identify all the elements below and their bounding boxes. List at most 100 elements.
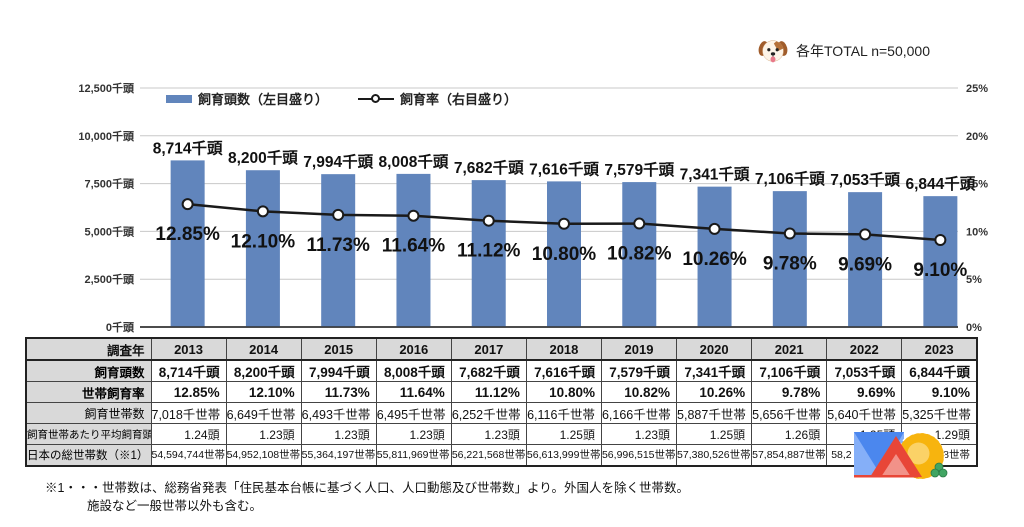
table-row: 飼育頭数 8,714千頭 8,200千頭 7,994千頭 8,008千頭 7,682千頭 7… xyxy=(25,359,978,382)
footnote: ※1・・・世帯数は、総務省発表「住民基本台帳に基づく人口、人口動態及び世帯数」よ… xyxy=(45,479,689,515)
table-cell: 7,616千頭 xyxy=(525,359,602,382)
table-cell: 11.12% xyxy=(450,381,527,403)
table-cell: 1.23頭 xyxy=(450,423,527,445)
table-cell: 7,341千頭 xyxy=(676,359,753,382)
table-cell: 5,887千世帯 xyxy=(676,402,753,424)
year-header-cell: 2013 xyxy=(150,337,227,361)
table-cell: 1.23頭 xyxy=(375,423,452,445)
table-cell: 10.82% xyxy=(600,381,678,403)
line-marker xyxy=(181,198,194,211)
row-label: 飼育世帯あたり平均飼育頭数 xyxy=(25,423,152,445)
bar-value-label: 8,714千頭 xyxy=(153,139,223,157)
table-cell: 6,495千世帯 xyxy=(375,402,452,424)
table-row: 世帯飼育率 12.85% 12.10% 11.73% 11.64% 11.12% 10.80… xyxy=(25,381,978,403)
table-cell: 9.10% xyxy=(901,381,978,403)
year-header-cell: 2017 xyxy=(450,337,527,361)
bar-value-label: 7,106千頭 xyxy=(755,170,825,188)
table-cell: 56,221,568世帯 xyxy=(450,444,527,466)
chart-legend: 飼育頭数（左目盛り） 飼育率（右目盛り） xyxy=(166,89,517,108)
table-cell: 5,325千世帯 xyxy=(901,402,978,424)
rate-value-label: 9.69% xyxy=(838,254,892,275)
watermark-logo-icon xyxy=(854,431,948,481)
year-header-cell: 2015 xyxy=(300,337,377,361)
table-cell: 1.25頭 xyxy=(676,423,753,445)
left-axis-tick: 5,000千頭 xyxy=(84,224,135,238)
year-header-cell: 2023 xyxy=(901,337,978,361)
bar-value-label: 7,994千頭 xyxy=(303,153,373,171)
households-table: 調査年 2013 2014 2015 2016 2017 2018 2019 2020 2021… xyxy=(25,337,978,467)
table-cell: 6,252千世帯 xyxy=(450,402,527,424)
table-cell: 12.10% xyxy=(225,381,302,403)
bar-value-label: 8,200千頭 xyxy=(228,149,298,167)
table-cell: 9.69% xyxy=(826,381,903,403)
table-cell: 1.23頭 xyxy=(225,423,302,445)
table-cell: 57,380,526世帯 xyxy=(676,444,753,466)
left-axis-tick: 2,500千頭 xyxy=(84,272,135,286)
rate-value-label: 12.10% xyxy=(231,231,296,252)
rate-value-label: 10.80% xyxy=(532,244,597,265)
line-marker xyxy=(708,222,721,235)
footnote-line2: 施設など一般世帯以外も含む。 xyxy=(87,499,263,513)
legend-item-line: 飼育率（右目盛り） xyxy=(358,89,517,108)
table-cell: 11.73% xyxy=(300,381,377,403)
line-swatch-icon xyxy=(358,93,395,105)
year-header-cell: 2020 xyxy=(676,337,753,361)
total-note-text: 各年TOTAL n=50,000 xyxy=(796,43,930,59)
table-cell: 9.78% xyxy=(751,381,828,403)
legend-bar-label: 飼育頭数（左目盛り） xyxy=(198,92,329,107)
table-cell: 11.64% xyxy=(375,381,452,403)
bar xyxy=(848,192,883,327)
bar-value-label: 8,008千頭 xyxy=(379,153,449,171)
year-header-cell: 2016 xyxy=(375,337,452,361)
table-cell: 7,579千頭 xyxy=(600,359,678,382)
line-marker xyxy=(332,208,345,221)
footnote-line1: ※1・・・世帯数は、総務省発表「住民基本台帳に基づく人口、人口動態及び世帯数」よ… xyxy=(45,481,689,495)
line-marker xyxy=(934,234,947,247)
row-label: 日本の総世帯数（※1） xyxy=(25,444,152,466)
bar xyxy=(471,180,506,327)
table-cell: 1.23頭 xyxy=(600,423,678,445)
left-axis-tick: 0千頭 xyxy=(106,320,135,334)
bar-value-label: 7,682千頭 xyxy=(454,159,524,177)
rate-value-label: 10.26% xyxy=(682,249,747,270)
bar-swatch-icon xyxy=(166,94,192,103)
line-marker xyxy=(783,227,796,240)
rate-value-label: 11.64% xyxy=(382,236,445,257)
table-cell: 57,854,887世帯 xyxy=(751,444,828,466)
line-marker xyxy=(558,217,570,230)
bar xyxy=(396,173,431,327)
table-cell: 56,613,999世帯 xyxy=(525,444,602,466)
table-cell: 5,640千世帯 xyxy=(826,402,903,424)
left-axis-tick: 7,500千頭 xyxy=(84,177,135,191)
line-marker xyxy=(633,217,646,230)
table-cell: 6,116千世帯 xyxy=(525,402,602,424)
left-axis-tick: 10,000千頭 xyxy=(78,129,135,143)
table-cell: 1.26頭 xyxy=(751,423,828,445)
table-cell: 54,594,744世帯 xyxy=(150,444,227,466)
bar xyxy=(622,182,657,327)
rate-value-label: 9.78% xyxy=(763,254,817,275)
line-marker xyxy=(859,228,872,241)
table-cell: 8,200千頭 xyxy=(225,359,302,382)
bar xyxy=(170,160,205,327)
table-cell: 8,714千頭 xyxy=(150,359,227,382)
year-header-cell: 2021 xyxy=(751,337,828,361)
table-cell: 7,994千頭 xyxy=(300,359,377,382)
clover-icon xyxy=(930,462,948,478)
rate-value-label: 11.73% xyxy=(306,235,369,256)
table-cell: 7,053千頭 xyxy=(826,359,903,382)
table-cell: 55,811,969世帯 xyxy=(375,444,452,466)
table-cell: 7,018千世帯 xyxy=(150,402,227,424)
table-row: 飼育世帯あたり平均飼育頭数 1.24頭 1.23頭 1.23頭 1.23頭 1.23頭 1.… xyxy=(25,423,978,445)
line-marker xyxy=(482,214,495,227)
table-row: 日本の総世帯数（※1） 54,594,744世帯 54,952,108世帯 55,36… xyxy=(25,444,978,466)
table-cell: 1.25頭 xyxy=(525,423,602,445)
table-cell: 10.80% xyxy=(525,381,602,403)
table-cell: 12.85% xyxy=(150,381,227,403)
rate-value-label: 10.82% xyxy=(607,244,672,265)
right-axis-tick: 5% xyxy=(966,274,982,286)
table-cell: 56,996,515世帯 xyxy=(600,444,678,466)
bar-value-label: 7,053千頭 xyxy=(830,171,900,189)
legend-line-label: 飼育率（右目盛り） xyxy=(400,92,518,107)
